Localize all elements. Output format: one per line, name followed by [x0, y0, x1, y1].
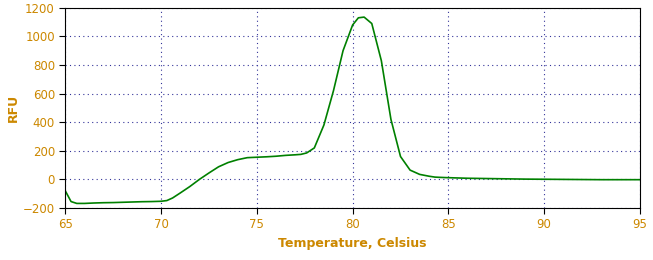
X-axis label: Temperature, Celsius: Temperature, Celsius [278, 237, 427, 250]
Y-axis label: RFU: RFU [7, 94, 20, 122]
